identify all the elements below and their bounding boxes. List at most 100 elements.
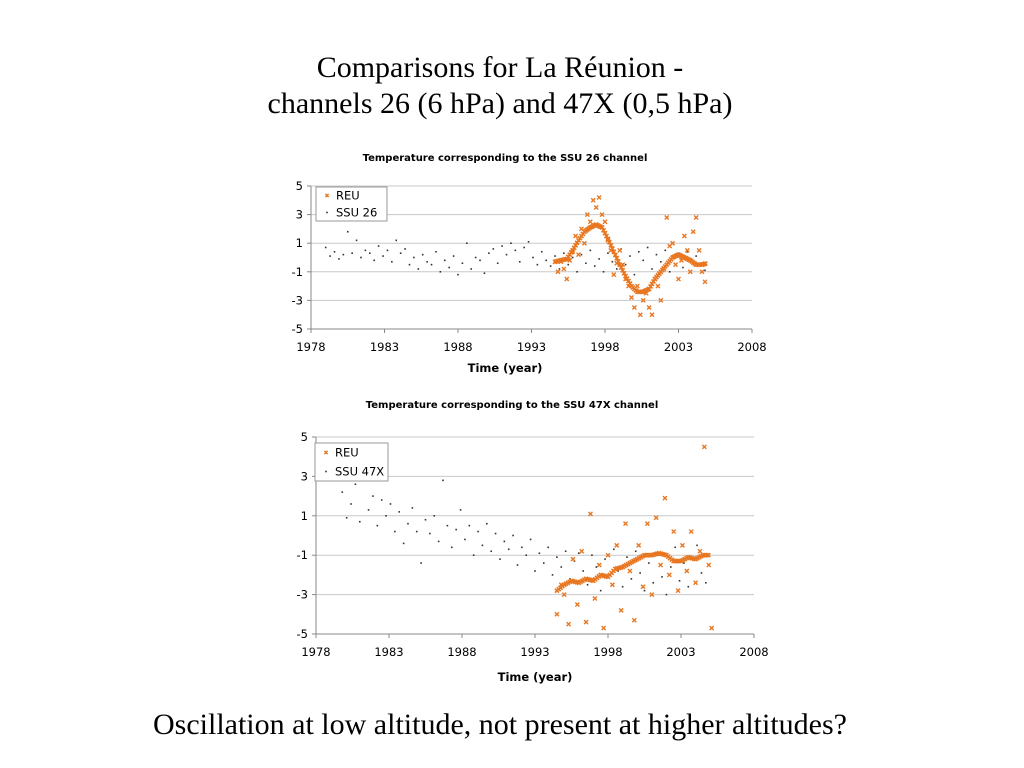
ssu-point bbox=[351, 252, 353, 255]
legend-marker-ssu bbox=[325, 470, 327, 473]
reu-point bbox=[602, 219, 608, 225]
ssu-point bbox=[499, 558, 501, 560]
ssu-point bbox=[367, 509, 370, 511]
reu-point bbox=[649, 592, 655, 598]
x-tick-label: 1983 bbox=[370, 340, 399, 354]
reu-point bbox=[693, 580, 699, 586]
ssu-point bbox=[338, 258, 340, 260]
ssu-point bbox=[591, 554, 593, 556]
ssu-point bbox=[582, 570, 584, 572]
reu-point bbox=[646, 305, 652, 311]
ssu-point bbox=[646, 246, 649, 249]
y-tick-label: 3 bbox=[301, 469, 308, 483]
ssu-point bbox=[380, 499, 383, 501]
ssu-point bbox=[696, 544, 698, 547]
ssu-point bbox=[354, 483, 357, 486]
ssu-point bbox=[435, 250, 437, 253]
ssu-point bbox=[648, 562, 650, 564]
legend-label-reu: REU bbox=[336, 189, 360, 203]
ssu-point bbox=[638, 250, 640, 253]
chart-title: Temperature corresponding to the SSU 26 … bbox=[363, 153, 648, 164]
reu-smoothed-point bbox=[609, 245, 615, 252]
reu-point bbox=[561, 266, 567, 272]
ssu-point bbox=[446, 524, 449, 527]
reu-point bbox=[675, 588, 681, 594]
ssu-point bbox=[359, 520, 361, 523]
ssu-point bbox=[452, 255, 455, 257]
reu-point bbox=[701, 444, 707, 450]
reu-smoothed-point bbox=[599, 224, 605, 231]
ssu-point bbox=[660, 260, 662, 263]
ssu-point bbox=[342, 253, 345, 256]
x-tick-label: 1998 bbox=[590, 340, 619, 354]
ssu-point bbox=[470, 268, 473, 270]
ssu-point bbox=[503, 540, 506, 543]
reu-smoothed-point bbox=[702, 261, 708, 267]
ssu-point bbox=[324, 246, 327, 249]
ssu-point bbox=[655, 253, 658, 256]
y-tick-label: 1 bbox=[296, 236, 303, 250]
ssu-point bbox=[510, 242, 512, 244]
ssu-point bbox=[391, 260, 393, 263]
x-tick-label: 1978 bbox=[296, 340, 325, 354]
reu-point bbox=[583, 619, 589, 625]
slide-title-line-1: Comparisons for La Réunion - bbox=[316, 51, 684, 84]
reu-point bbox=[599, 212, 605, 218]
ssu-point bbox=[426, 260, 428, 263]
reu-point bbox=[564, 276, 570, 282]
reu-smoothed-point bbox=[600, 227, 607, 233]
reu-point bbox=[611, 272, 617, 278]
plot-area: 5 3 1 -1 -3 -5 1978 1983 1988 1993 1998 2003 2008 bbox=[292, 179, 767, 354]
ssu-point bbox=[466, 242, 468, 244]
ssu-point bbox=[488, 252, 490, 255]
y-tick-label: -1 bbox=[297, 548, 308, 562]
reu-point bbox=[555, 269, 561, 275]
ssu-point bbox=[507, 548, 510, 551]
reu-point bbox=[662, 495, 668, 501]
x-tick-label: 1993 bbox=[517, 340, 546, 354]
ssu-point bbox=[532, 256, 534, 259]
ssu-point bbox=[669, 566, 672, 568]
ssu-point bbox=[536, 263, 539, 266]
reu-point bbox=[664, 214, 670, 220]
ssu-point bbox=[642, 259, 645, 262]
ssu-point bbox=[613, 548, 615, 551]
x-tick-label: 1993 bbox=[520, 645, 549, 659]
ssu-point bbox=[448, 266, 450, 269]
legend-marker-ssu bbox=[326, 211, 328, 214]
x-tick-label: 1978 bbox=[301, 645, 330, 659]
x-tick-label: 2003 bbox=[664, 340, 693, 354]
ssu-point bbox=[429, 532, 431, 535]
ssu-point bbox=[516, 564, 519, 566]
reu-point bbox=[688, 529, 694, 535]
reu-point bbox=[590, 197, 596, 203]
ssu-point bbox=[355, 239, 358, 242]
reu-point bbox=[637, 312, 643, 318]
reu-smoothed-point bbox=[611, 249, 617, 255]
ssu-point bbox=[420, 562, 422, 564]
ssu-point bbox=[455, 528, 457, 531]
ssu-point bbox=[468, 524, 471, 527]
reu-point bbox=[614, 542, 620, 548]
reu-point bbox=[655, 283, 661, 289]
legend-label-ssu47x: SSU 47X bbox=[335, 465, 384, 479]
ssu-point bbox=[651, 268, 653, 270]
reu-smoothed-point bbox=[602, 230, 608, 236]
legend-marker-reu bbox=[323, 450, 329, 455]
reu-point bbox=[676, 276, 681, 282]
reu-point bbox=[649, 312, 655, 318]
ssu-point bbox=[547, 546, 549, 549]
ssu-point bbox=[538, 552, 541, 555]
ssu-point bbox=[382, 255, 384, 257]
ssu-point bbox=[477, 530, 479, 533]
ssu-point bbox=[661, 576, 663, 578]
x-axis-label: Time (year) bbox=[468, 361, 543, 375]
ssu-point bbox=[700, 572, 703, 574]
legend-label-ssu26: SSU 26 bbox=[336, 206, 377, 220]
reu-smoothed-point bbox=[614, 255, 620, 261]
ssu-point bbox=[364, 249, 367, 252]
ssu-point bbox=[417, 268, 420, 270]
reu-point bbox=[596, 194, 602, 200]
ssu-point bbox=[556, 556, 558, 558]
